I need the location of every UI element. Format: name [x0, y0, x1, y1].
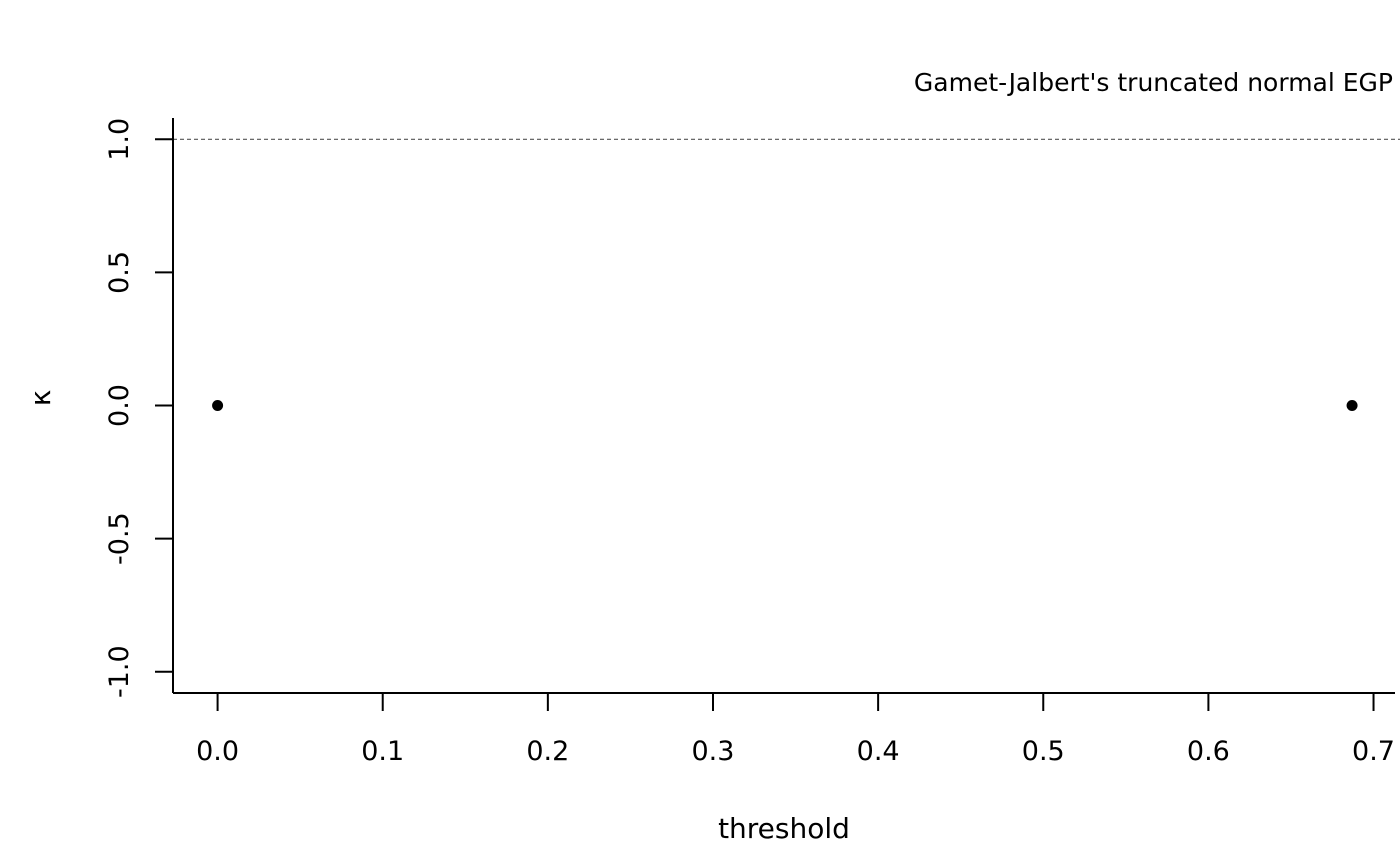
y-axis-title: κ	[24, 390, 57, 407]
x-tick-label: 0.4	[857, 736, 900, 767]
x-tick-label: 0.7	[1352, 736, 1395, 767]
y-axis-ticks: -1.0 -0.5 0.0 0.5 1.0	[104, 118, 173, 698]
x-axis-title: threshold	[718, 812, 850, 845]
y-tick-label: -1.0	[104, 645, 135, 698]
x-tick-label: 0.3	[692, 736, 735, 767]
y-tick-label: -0.5	[104, 512, 135, 565]
y-tick-label: 0.5	[104, 251, 135, 294]
data-point	[212, 400, 224, 411]
y-tick-label: 0.0	[104, 384, 135, 427]
x-tick-label: 0.6	[1187, 736, 1230, 767]
x-tick-label: 0.1	[361, 736, 404, 767]
y-tick-label: 1.0	[104, 118, 135, 161]
x-tick-label: 0.0	[196, 736, 239, 767]
x-tick-label: 0.5	[1022, 736, 1065, 767]
x-axis-ticks: 0.0 0.1 0.2 0.3 0.4 0.5 0.6 0.7	[196, 693, 1395, 767]
data-point	[1346, 400, 1358, 411]
x-tick-label: 0.2	[526, 736, 569, 767]
plot-title: Gamet-Jalbert's truncated normal EGP	[914, 68, 1393, 97]
axes	[172, 118, 1395, 694]
data-points	[212, 400, 1358, 411]
